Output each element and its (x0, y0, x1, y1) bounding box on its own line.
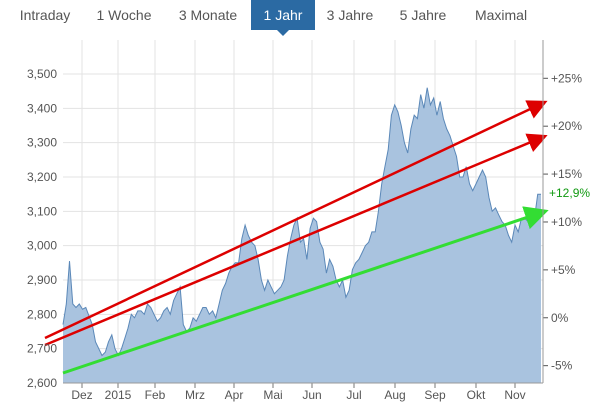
y-left-tick: 2,900 (27, 273, 57, 287)
y-left-tick: 3,200 (27, 170, 57, 184)
upper-red-trendline (44, 100, 548, 340)
x-tick-label: Feb (145, 388, 166, 402)
y-left-tick: 2,800 (27, 307, 57, 321)
axes: 3,500 3,400 3,300 3,200 3,100 3,000 2,900 2,800… (27, 40, 582, 402)
x-tick-label: Jul (346, 388, 361, 402)
x-tick-label: Sep (424, 388, 446, 402)
y-right-tick: +25% (551, 71, 582, 85)
x-tick-label: Jun (302, 388, 321, 402)
y-right-tick: -5% (551, 359, 573, 373)
current-change-label: +12,9% (549, 186, 590, 200)
y-left-tick: 2,600 (27, 376, 57, 390)
tab-3-jahre[interactable]: 3 Jahre (326, 7, 374, 23)
tab-5-jahre[interactable]: 5 Jahre (399, 7, 447, 23)
y-left-tick: 3,000 (27, 239, 57, 253)
price-line (62, 87, 541, 357)
y-right-tick: +5% (551, 263, 576, 277)
tab-1-jahr[interactable]: 1 Jahr (251, 0, 315, 36)
x-tick-label: 2015 (105, 388, 132, 402)
y-left-tick: 3,400 (27, 101, 57, 115)
x-tick-label: Okt (467, 388, 486, 402)
tab-intraday[interactable]: Intraday (19, 7, 71, 23)
tab-1-woche[interactable]: 1 Woche (96, 7, 152, 23)
y-left-tick: 2,700 (27, 342, 57, 356)
timeframe-tabs: Intraday 1 Woche 3 Monate 1 Jahr 3 Jahre… (0, 0, 607, 36)
x-tick-label: Aug (384, 388, 405, 402)
x-tick-label: Nov (504, 388, 525, 402)
x-tick-label: Mai (263, 388, 282, 402)
y-left-tick: 3,500 (27, 67, 57, 81)
y-right-tick: 0% (551, 311, 569, 325)
y-left-tick: 3,300 (27, 136, 57, 150)
y-right-tick: +15% (551, 167, 582, 181)
lower-red-trendline (44, 133, 548, 347)
y-right-tick: +20% (551, 119, 582, 133)
tab-maximal[interactable]: Maximal (474, 7, 528, 23)
trend-lines (44, 100, 549, 375)
y-right-tick: +10% (551, 215, 582, 229)
x-tick-label: Apr (225, 388, 244, 402)
x-tick-label: Dez (71, 388, 92, 402)
x-tick-label: Mrz (185, 388, 205, 402)
tab-3-monate[interactable]: 3 Monate (178, 7, 238, 23)
green-support-trendline (62, 206, 549, 375)
y-left-tick: 3,100 (27, 204, 57, 218)
